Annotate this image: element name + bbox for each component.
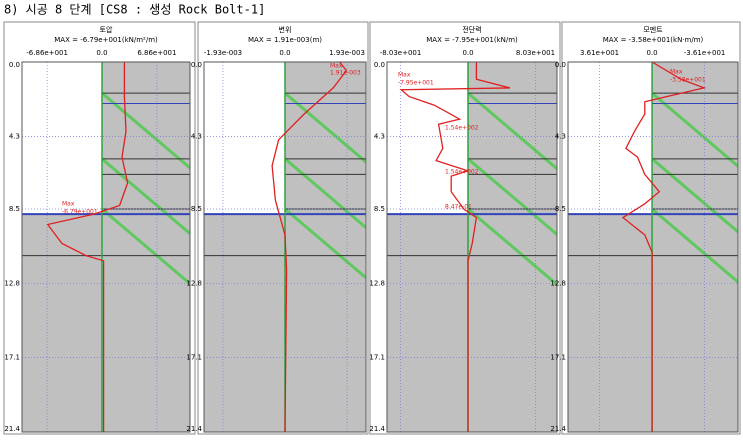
annotation: 1.54e+002 [445,169,479,176]
panel-title: 모멘트 [643,25,663,34]
soil-below [568,214,738,432]
max-label: MAX = -7.95e+001(kN/m) [426,36,518,44]
plot-border [386,61,558,433]
result-curve [399,62,511,432]
annotation: 1.91e-003 [330,70,361,77]
y-tick-label: 4.3 [191,132,202,140]
annotation: -7.95e+001 [398,80,434,87]
panel-title: 전단력 [462,25,481,34]
panel-frame [197,21,369,435]
rock-bolt [284,157,366,230]
x-tick-label: -6.86e+001 [26,49,68,57]
y-tick-label: 21.4 [369,425,385,433]
rock-bolt [101,207,190,286]
plot [568,62,738,432]
rock-bolt [651,91,738,169]
x-tick-label: 0.0 [96,49,107,57]
result-curve [46,62,129,432]
soil-right [102,62,190,215]
plot-border [21,61,191,433]
annotation: 8.47e-01 [445,204,472,211]
x-tick-label: 0.0 [646,49,657,57]
rock-bolt [101,91,190,170]
max-label: MAX = -3.58e+001(kN·m/m) [603,36,704,44]
annotation: 1.54e+002 [445,125,479,132]
rock-bolt [467,91,557,171]
plot [204,62,366,432]
y-tick-label: 8.5 [9,205,20,213]
rock-bolt [284,91,366,164]
annotation: Max [330,63,343,70]
annotation: Max [670,69,683,76]
panel-frame [369,21,561,435]
plot-border [567,61,739,433]
y-tick-label: 8.5 [374,205,385,213]
plot [387,62,557,432]
plot [22,62,190,432]
x-tick-label: -1.93e-003 [204,49,242,57]
x-tick-label: 0.0 [462,49,473,57]
y-tick-label: 17.1 [550,354,566,362]
y-tick-label: 21.4 [4,425,20,433]
annotation: -6.79e+001 [62,209,98,216]
y-tick-label: 17.1 [186,354,202,362]
max-label: MAX = -6.79e+001(kN/m²/m) [54,36,158,44]
rock-bolt [651,207,738,284]
soil-below [22,214,190,432]
x-tick-label: 0.0 [279,49,290,57]
max-label: MAX = 1.91e-003(m) [248,36,322,44]
x-tick-label: 3.61e+001 [580,49,619,57]
x-tick-label: -3.61e+001 [684,49,726,57]
y-tick-label: 12.8 [4,279,20,287]
annotation: Max [398,72,411,79]
y-tick-label: 0.0 [9,61,20,69]
y-tick-label: 21.4 [186,425,202,433]
y-tick-label: 4.3 [374,132,385,140]
result-curve [271,62,348,432]
soil-right [652,62,738,215]
panel-title: 토압 [100,26,113,34]
y-tick-label: 12.8 [369,279,385,287]
x-tick-label: 1.93e-003 [329,49,365,57]
annotation: -3.58e+001 [670,77,706,84]
soil-right [285,62,366,215]
y-tick-label: 0.0 [191,61,202,69]
soil-right [468,62,557,215]
x-tick-label: 8.03e+001 [516,49,555,57]
panel-frame [3,21,196,435]
annotation: Max [62,201,75,208]
soil-below [387,214,557,432]
y-tick-label: 8.5 [555,205,566,213]
panel-frame [561,21,741,435]
y-tick-label: 17.1 [4,354,20,362]
x-tick-label: -8.03e+001 [380,49,422,57]
panel-title: 변위 [279,26,292,34]
x-tick-label: 6.86e+001 [137,49,176,57]
result-curve [621,62,707,432]
plot-border [203,61,367,433]
y-tick-label: 0.0 [374,61,385,69]
y-tick-label: 0.0 [555,61,566,69]
rock-bolt [284,207,366,280]
page-title: 8) 시공 8 단계 [CS8 : 생성 Rock Bolt-1] [4,3,265,17]
y-tick-label: 4.3 [555,132,566,140]
y-tick-label: 12.8 [186,279,202,287]
y-tick-label: 17.1 [369,354,385,362]
y-tick-label: 8.5 [191,205,202,213]
y-tick-label: 21.4 [550,425,566,433]
rock-bolt [651,157,738,234]
y-tick-label: 4.3 [9,132,20,140]
y-tick-label: 12.8 [550,279,566,287]
